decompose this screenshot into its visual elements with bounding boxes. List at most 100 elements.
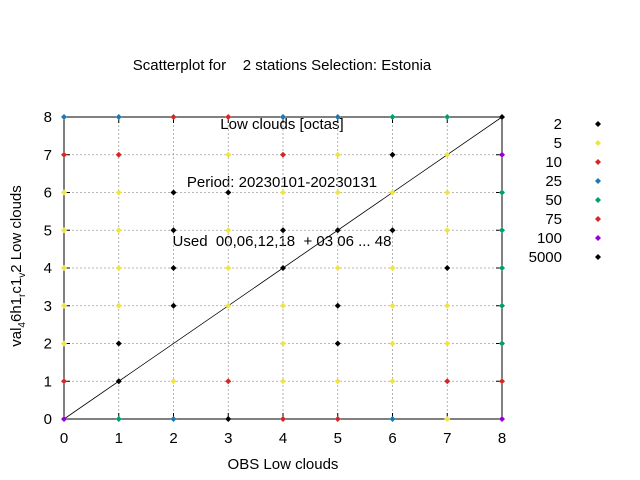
y-tick-label: 6	[44, 185, 52, 202]
data-point	[61, 416, 67, 422]
data-point	[334, 151, 341, 158]
data-point	[280, 151, 286, 158]
legend-label: 5000	[529, 249, 562, 266]
y-tick-label: 0	[44, 411, 52, 428]
data-point	[280, 265, 286, 271]
x-tick-label: 8	[498, 430, 506, 447]
data-point	[499, 416, 505, 422]
x-tick-label: 3	[224, 430, 232, 447]
data-point	[499, 151, 505, 158]
data-point	[334, 302, 341, 309]
chart-title: Scatterplot for 2 stations Selection: Es…	[0, 17, 564, 271]
data-point	[334, 416, 341, 422]
data-point	[280, 340, 286, 347]
data-point	[334, 378, 341, 385]
legend-marker	[595, 254, 601, 260]
data-point	[170, 189, 177, 196]
data-point	[389, 227, 396, 234]
data-point	[115, 378, 122, 385]
legend-label: 75	[545, 211, 562, 228]
data-point	[499, 189, 505, 196]
data-point	[389, 378, 396, 385]
data-point	[499, 265, 505, 271]
data-point	[389, 302, 396, 309]
data-point	[499, 227, 505, 234]
data-point	[61, 151, 67, 158]
data-point	[389, 340, 396, 347]
data-point	[499, 378, 505, 385]
data-point	[444, 265, 451, 271]
data-point	[389, 416, 396, 422]
legend-marker	[595, 197, 601, 203]
data-point	[170, 265, 177, 271]
data-point	[115, 340, 122, 347]
data-point	[389, 114, 396, 120]
data-point	[225, 416, 232, 422]
data-point	[334, 340, 341, 347]
data-point	[499, 114, 505, 120]
legend-marker	[595, 159, 601, 165]
y-tick-label: 1	[44, 373, 52, 390]
data-point	[444, 114, 451, 120]
data-point	[170, 378, 177, 385]
data-point	[225, 114, 232, 120]
data-point	[280, 378, 286, 385]
y-tick-label: 5	[44, 222, 52, 239]
x-tick-label: 1	[115, 430, 123, 447]
data-point	[280, 416, 286, 422]
title-line-3: Period: 20230101-20230131	[186, 174, 378, 191]
y-tick-label: 7	[44, 147, 52, 164]
legend-label: 100	[537, 230, 562, 247]
data-point	[115, 227, 122, 234]
data-point	[499, 302, 505, 309]
x-tick-label: 5	[334, 430, 342, 447]
x-tick-label: 0	[60, 430, 68, 447]
data-point	[389, 265, 396, 271]
data-point	[280, 189, 286, 196]
data-point	[225, 378, 232, 385]
data-point	[225, 189, 232, 196]
data-point	[61, 302, 67, 309]
data-point	[444, 340, 451, 347]
data-point	[225, 227, 232, 234]
data-point	[61, 227, 67, 234]
title-line-1: Scatterplot for 2 stations Selection: Es…	[132, 57, 432, 74]
legend-marker	[595, 235, 601, 241]
y-axis-label: val46h1rc1v2 Low clouds	[8, 185, 28, 347]
legend-marker	[595, 216, 601, 222]
x-tick-label: 4	[279, 430, 287, 447]
data-point	[444, 151, 451, 158]
data-point	[280, 114, 286, 120]
data-point	[115, 416, 122, 422]
data-point	[115, 189, 122, 196]
legend-label: 25	[545, 173, 562, 190]
data-point	[115, 265, 122, 271]
data-point	[170, 302, 177, 309]
legend-label: 2	[554, 116, 562, 133]
data-point	[389, 151, 396, 158]
y-tick-label: 2	[44, 336, 52, 353]
data-point	[225, 265, 232, 271]
data-point	[225, 302, 232, 309]
data-point	[444, 189, 451, 196]
y-tick-label: 8	[44, 109, 52, 126]
x-tick-label: 7	[443, 430, 451, 447]
x-tick-label: 2	[169, 430, 177, 447]
data-point	[444, 416, 451, 422]
data-point	[61, 340, 67, 347]
legend-label: 50	[545, 192, 562, 209]
data-point	[115, 114, 122, 120]
data-point	[334, 189, 341, 196]
data-point	[444, 227, 451, 234]
data-point	[280, 227, 286, 234]
legend-marker	[595, 140, 601, 146]
data-point	[61, 265, 67, 271]
title-line-4: Used 00,06,12,18 + 03 06 ... 48	[172, 232, 392, 250]
data-point	[170, 114, 177, 120]
data-point	[334, 265, 341, 271]
data-point	[280, 302, 286, 309]
data-point	[170, 416, 177, 422]
data-point	[334, 114, 341, 120]
title-line-2: Low clouds [octas]	[220, 115, 344, 133]
x-tick-label: 6	[388, 430, 396, 447]
